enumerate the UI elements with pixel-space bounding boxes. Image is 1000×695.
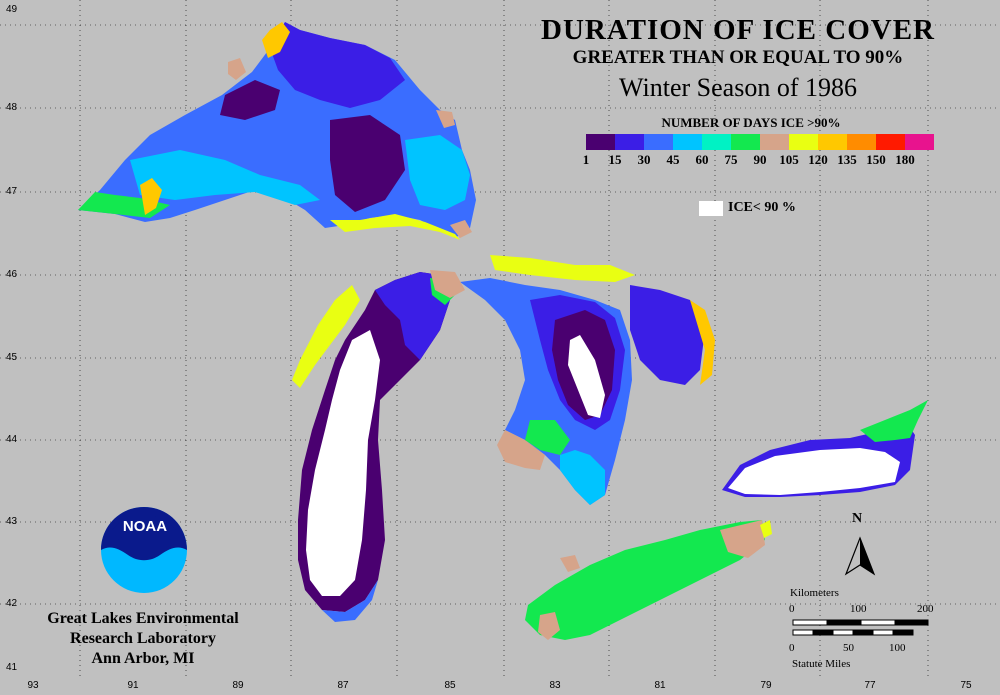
legend-swatch xyxy=(615,134,644,150)
lake-michigan xyxy=(292,272,455,622)
legend-tick-label: 30 xyxy=(637,152,651,167)
map-subtitle: GREATER THAN OR EQUAL TO 90% xyxy=(572,47,904,68)
legend-swatches xyxy=(586,134,934,150)
lake-superior xyxy=(78,22,476,240)
lat-label: 46 xyxy=(6,269,18,280)
lon-label: 77 xyxy=(864,680,876,691)
scale-km-tick: 0 xyxy=(789,603,795,615)
lat-label: 44 xyxy=(6,434,18,445)
lon-label: 87 xyxy=(337,680,349,691)
lat-label: 49 xyxy=(6,4,18,15)
lat-label: 48 xyxy=(6,102,18,113)
lon-label: 85 xyxy=(444,680,456,691)
legend-tick-label: 45 xyxy=(666,152,680,167)
legend-swatch xyxy=(644,134,673,150)
map-title: DURATION OF ICE COVER xyxy=(541,14,935,46)
legend-tick-label: 150 xyxy=(866,152,886,167)
legend-tick-label: 180 xyxy=(895,152,915,167)
lon-label: 89 xyxy=(232,680,244,691)
season-title: Winter Season of 1986 xyxy=(619,73,857,102)
legend-swatch xyxy=(905,134,934,150)
lat-label: 47 xyxy=(6,186,18,197)
scale-bars xyxy=(792,619,929,636)
legend-swatch xyxy=(673,134,702,150)
lat-label: 43 xyxy=(6,516,18,527)
scale-km-label: Kilometers xyxy=(790,587,839,599)
scale-mi-tick: 50 xyxy=(843,642,854,654)
legend-swatch xyxy=(731,134,760,150)
lake-erie xyxy=(525,520,772,640)
scale-km-tick: 100 xyxy=(850,603,867,615)
noaa-logo-text: NOAA xyxy=(122,518,168,535)
legend-tick-label: 15 xyxy=(608,152,622,167)
lon-label: 83 xyxy=(549,680,561,691)
ice-below-swatch xyxy=(699,201,723,216)
legend-swatch xyxy=(876,134,905,150)
ice-below-label: ICE< 90 % xyxy=(728,200,796,215)
lon-label: 93 xyxy=(27,680,39,691)
lon-label: 79 xyxy=(760,680,772,691)
scale-mi-label: Statute Miles xyxy=(792,658,851,670)
legend-tick-label: 120 xyxy=(808,152,828,167)
legend-tick-label: 1 xyxy=(582,152,590,167)
legend-swatch xyxy=(789,134,818,150)
legend-swatch xyxy=(847,134,876,150)
scale-mi-tick: 100 xyxy=(889,642,906,654)
lake-huron xyxy=(430,255,715,505)
lon-label: 91 xyxy=(127,680,139,691)
legend-title: NUMBER OF DAYS ICE >90% xyxy=(661,115,841,130)
legend-swatch xyxy=(818,134,847,150)
legend-tick-label: 75 xyxy=(724,152,738,167)
legend-tick-label: 90 xyxy=(753,152,767,167)
credit-line-1: Great Lakes Environmental xyxy=(47,610,239,627)
scale-km-tick: 200 xyxy=(917,603,934,615)
credit-line-3: Ann Arbor, MI xyxy=(91,650,195,667)
credit-line-2: Research Laboratory xyxy=(70,630,216,647)
legend-swatch xyxy=(586,134,615,150)
north-label: N xyxy=(852,511,863,526)
north-arrow xyxy=(844,536,876,576)
lat-label: 42 xyxy=(6,598,18,609)
legend-tick-label: 60 xyxy=(695,152,709,167)
legend-tick-label: 135 xyxy=(837,152,857,167)
legend-tick-label: 105 xyxy=(779,152,799,167)
legend-ticks: 1 15 30 45 60 75 90 105 120 135 150 180 xyxy=(570,152,950,168)
lon-label: 75 xyxy=(960,680,972,691)
noaa-logo xyxy=(101,507,187,593)
lon-label: 81 xyxy=(654,680,666,691)
lat-label: 45 xyxy=(6,352,18,363)
lat-label: 41 xyxy=(6,662,18,673)
lake-ontario xyxy=(722,400,928,497)
legend-swatch xyxy=(760,134,789,150)
legend-swatch xyxy=(702,134,731,150)
scale-mi-tick: 0 xyxy=(789,642,795,654)
